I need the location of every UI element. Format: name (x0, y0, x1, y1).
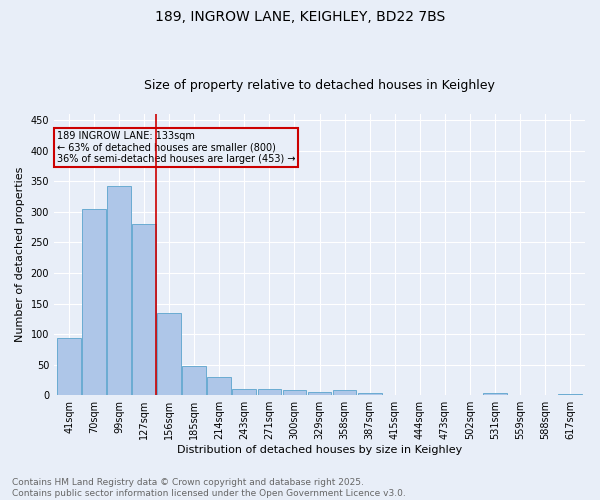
Y-axis label: Number of detached properties: Number of detached properties (15, 167, 25, 342)
Title: Size of property relative to detached houses in Keighley: Size of property relative to detached ho… (144, 79, 495, 92)
Bar (483, 394, 507, 395)
Bar (232, 389, 256, 395)
Text: 189 INGROW LANE: 133sqm
← 63% of detached houses are smaller (800)
36% of semi-d: 189 INGROW LANE: 133sqm ← 63% of detache… (56, 131, 295, 164)
Text: Contains HM Land Registry data © Crown copyright and database right 2025.
Contai: Contains HM Land Registry data © Crown c… (12, 478, 406, 498)
Bar (283, 390, 307, 395)
Bar (358, 394, 382, 395)
Bar (157, 312, 181, 395)
Bar (107, 186, 131, 395)
Bar (182, 366, 206, 395)
Bar (57, 338, 81, 395)
Bar (208, 377, 231, 395)
Text: 189, INGROW LANE, KEIGHLEY, BD22 7BS: 189, INGROW LANE, KEIGHLEY, BD22 7BS (155, 10, 445, 24)
Bar (133, 224, 156, 395)
Bar (332, 390, 356, 395)
Bar (257, 389, 281, 395)
Bar (82, 209, 106, 395)
Bar (558, 394, 582, 395)
X-axis label: Distribution of detached houses by size in Keighley: Distribution of detached houses by size … (177, 445, 462, 455)
Bar (308, 392, 331, 395)
